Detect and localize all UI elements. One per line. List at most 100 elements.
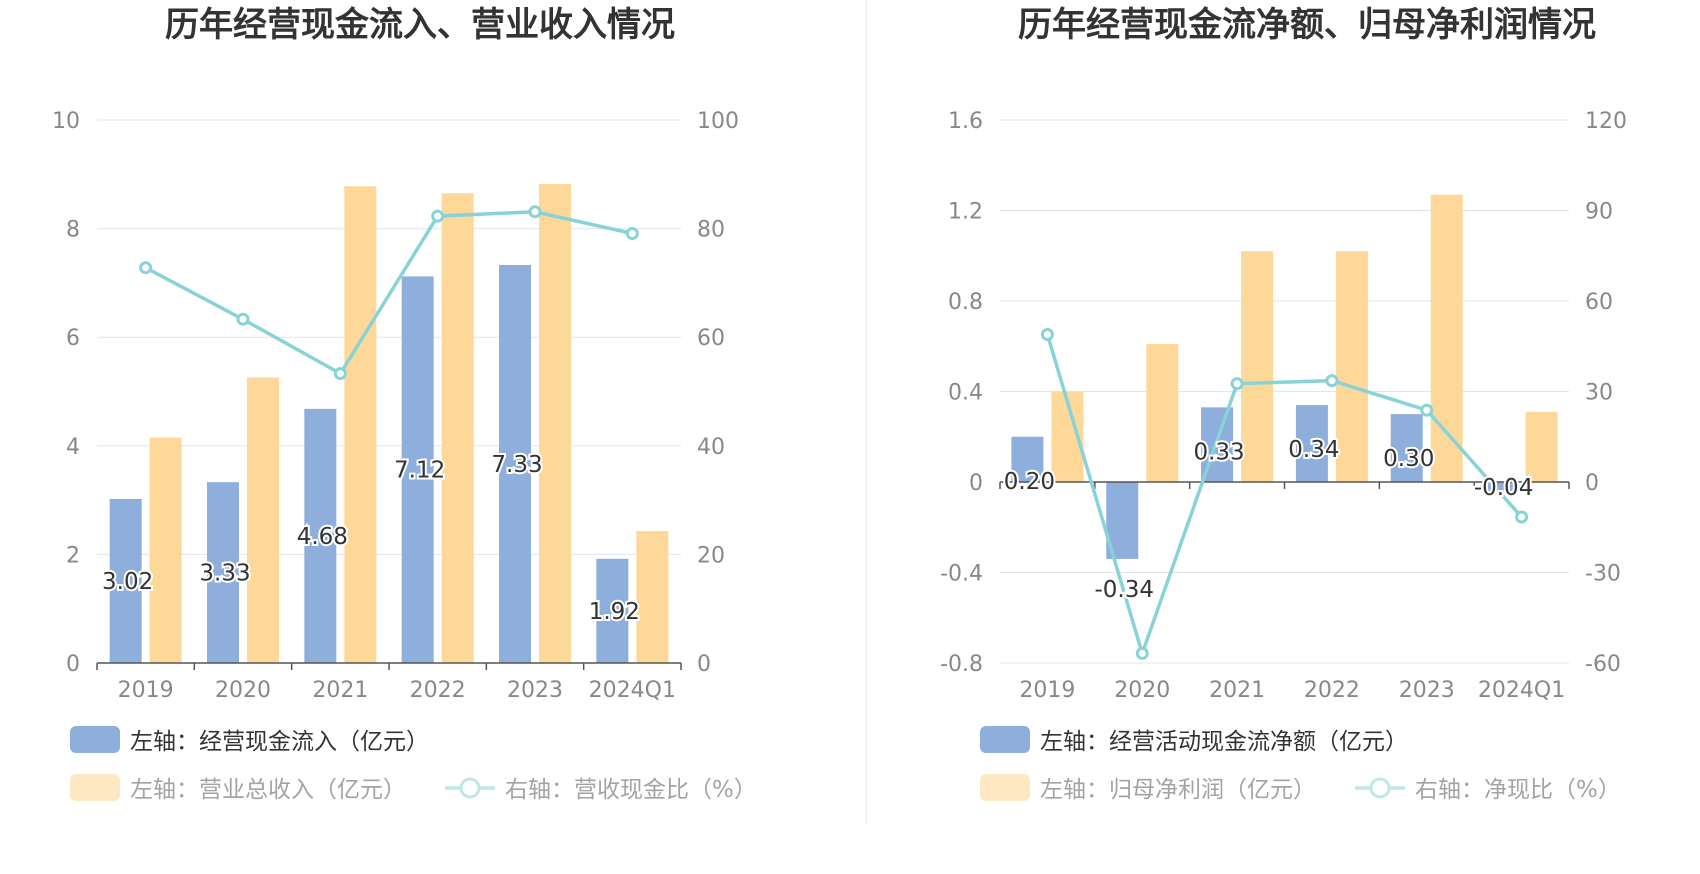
- left-axis-tick: 10: [52, 109, 80, 134]
- right-axis-tick: 30: [1585, 381, 1613, 406]
- right-axis-tick: 0: [697, 652, 711, 677]
- right-axis-tick: 80: [697, 218, 725, 243]
- bar-secondary: [1525, 411, 1558, 482]
- legend-line-marker: [459, 777, 481, 799]
- legend-label-line: 右轴：营收现金比（%）: [505, 777, 757, 803]
- x-axis-label: 2020: [1114, 678, 1170, 703]
- bar-secondary: [1430, 194, 1463, 482]
- x-axis-label: 2019: [118, 678, 174, 703]
- right-axis-tick: 60: [1585, 290, 1613, 315]
- bar-primary: [596, 558, 629, 663]
- line-point: [625, 226, 639, 240]
- x-axis-label: 2024Q1: [1478, 678, 1565, 703]
- bar-data-label: -0.04: [1474, 475, 1534, 501]
- legend-label-primary: 左轴：经营活动现金流净额（亿元）: [1040, 729, 1408, 755]
- line-series: [144, 210, 633, 376]
- line-point: [1325, 374, 1339, 388]
- bar-primary: [499, 264, 531, 663]
- x-axis-label: 2021: [1209, 678, 1265, 703]
- x-axis-label: 2023: [1399, 678, 1455, 703]
- right-axis-tick: 60: [697, 326, 725, 351]
- bar-primary: [109, 499, 142, 663]
- left-axis-tick: 8: [66, 218, 80, 243]
- x-axis-label: 2020: [215, 678, 271, 703]
- bar-secondary: [636, 531, 669, 663]
- right-axis-tick: -60: [1585, 652, 1621, 677]
- line-point: [236, 312, 250, 326]
- left-axis-tick: 1.2: [948, 200, 983, 225]
- bar-secondary: [247, 377, 279, 663]
- legend-swatch-primary: [70, 726, 120, 753]
- left-axis-tick: -0.8: [940, 652, 983, 677]
- line-point: [1515, 510, 1529, 524]
- bar-primary: [1011, 436, 1044, 482]
- line-point: [431, 209, 445, 223]
- line-point: [1230, 377, 1244, 391]
- legend-swatch-secondary: [980, 774, 1030, 801]
- x-axis-label: 2019: [1019, 678, 1075, 703]
- bar-data-label: 1.92: [589, 599, 640, 625]
- chart-title: 历年经营现金流入、营业收入情况: [165, 5, 675, 45]
- bar-data-label: 3.33: [199, 561, 250, 587]
- bar-data-label: 0.30: [1383, 446, 1434, 472]
- bar-secondary: [539, 184, 571, 663]
- line-point: [528, 205, 542, 219]
- bar-secondary: [149, 437, 182, 663]
- bar-data-label: 0.33: [1193, 439, 1244, 465]
- line-point: [1040, 327, 1054, 341]
- left-axis-tick: 0: [969, 471, 983, 496]
- left-axis-tick: 0: [66, 652, 80, 677]
- x-axis-label: 2024Q1: [589, 678, 676, 703]
- line-series: [1045, 333, 1523, 660]
- left-axis-tick: 1.6: [948, 109, 983, 134]
- bar-data-label: 0.20: [1004, 469, 1055, 495]
- x-axis-label: 2021: [312, 678, 368, 703]
- bar-primary: [401, 276, 434, 663]
- bar-secondary: [1146, 343, 1179, 482]
- bar-secondary: [1241, 251, 1274, 482]
- right-axis-tick: 120: [1585, 109, 1627, 134]
- right-axis-tick: 90: [1585, 200, 1613, 225]
- legend-swatch-secondary: [70, 774, 120, 801]
- left-axis-tick: 6: [66, 326, 80, 351]
- bar-primary: [304, 408, 337, 663]
- bar-primary: [207, 482, 239, 663]
- legend-label-secondary: 左轴：营业总收入（亿元）: [130, 777, 406, 803]
- bar-primary: [1295, 405, 1328, 482]
- left-axis-tick: -0.4: [940, 562, 983, 587]
- right-axis-tick: 40: [697, 435, 725, 460]
- legend-line-marker: [1369, 777, 1391, 799]
- chart-title: 历年经营现金流净额、归母净利润情况: [1018, 5, 1596, 45]
- bar-primary: [1390, 414, 1423, 482]
- bar-data-label: 7.33: [491, 452, 542, 478]
- line-point: [139, 261, 153, 275]
- right-axis-tick: 100: [697, 109, 739, 134]
- bar-secondary: [344, 186, 377, 663]
- right-axis-tick: 0: [1585, 471, 1599, 496]
- bar-data-label: 0.34: [1288, 437, 1339, 463]
- bar-data-label: -0.34: [1094, 577, 1154, 603]
- legend-label-primary: 左轴：经营现金流入（亿元）: [130, 729, 429, 755]
- line-point: [1135, 646, 1149, 660]
- bar-secondary: [441, 193, 474, 663]
- left-axis-tick: 4: [66, 435, 80, 460]
- x-axis-label: 2023: [507, 678, 563, 703]
- left-axis-tick: 0.4: [948, 381, 983, 406]
- left-axis-tick: 0.8: [948, 290, 983, 315]
- legend-swatch-primary: [980, 726, 1030, 753]
- bar-primary: [1485, 482, 1518, 492]
- legend-label-line: 右轴：净现比（%）: [1415, 777, 1621, 803]
- right-axis-tick: 20: [697, 543, 725, 568]
- x-axis-label: 2022: [410, 678, 466, 703]
- bar-data-label: 4.68: [297, 524, 348, 550]
- bar-secondary: [1335, 251, 1368, 482]
- line-point: [1420, 403, 1434, 417]
- left-axis-tick: 2: [66, 543, 80, 568]
- line-point: [333, 367, 347, 381]
- x-axis-label: 2022: [1304, 678, 1360, 703]
- legend-label-secondary: 左轴：归母净利润（亿元）: [1040, 777, 1316, 803]
- bar-data-label: 7.12: [394, 458, 445, 484]
- right-axis-tick: -30: [1585, 562, 1621, 587]
- bar-data-label: 3.02: [102, 569, 153, 595]
